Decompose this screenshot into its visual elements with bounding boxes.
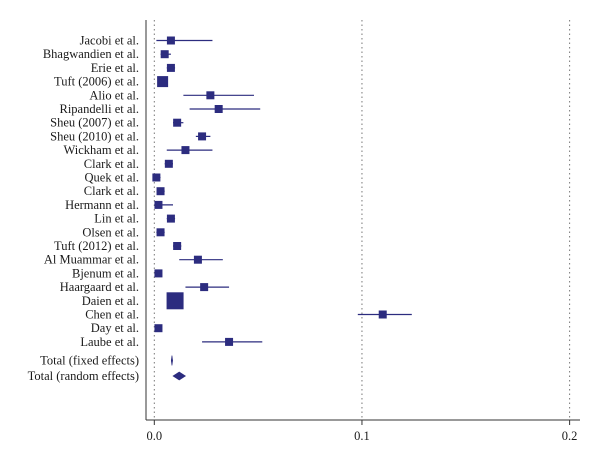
study-label: Hermann et al.	[65, 198, 139, 212]
effect-square	[166, 292, 184, 310]
study-label: Daien et al.	[82, 294, 139, 308]
effect-square	[214, 105, 223, 113]
study-label: Jacobi et al.	[80, 34, 139, 48]
x-tick-label: 0.1	[354, 429, 370, 443]
x-tick-label: 0.0	[146, 429, 162, 443]
effect-square	[193, 255, 202, 264]
study-label: Chen et al.	[85, 308, 139, 322]
effect-square	[152, 173, 161, 182]
study-label: Clark et al.	[84, 184, 139, 198]
effect-square	[378, 310, 387, 319]
effect-square	[166, 214, 175, 223]
pooled-diamond	[170, 355, 173, 366]
study-label: Sheu (2007) et al.	[50, 116, 139, 130]
study-label: Quek et al.	[85, 171, 140, 185]
study-label: Tuft (2006) et al.	[54, 75, 139, 89]
effect-square	[181, 146, 190, 155]
study-label: Ripandelli et al.	[60, 102, 140, 116]
total-label: Total (fixed effects)	[40, 354, 139, 368]
effect-square	[198, 132, 207, 141]
effect-square	[154, 269, 163, 278]
effect-markers	[152, 36, 387, 381]
effect-square	[156, 228, 165, 237]
confidence-intervals	[154, 39, 412, 343]
x-tick-label: 0.2	[562, 429, 578, 443]
study-label: Lin et al.	[94, 212, 139, 226]
grid-lines	[153, 20, 571, 420]
study-label: Day et al.	[91, 321, 139, 335]
study-label: Tuft (2012) et al.	[54, 239, 139, 253]
effect-square	[157, 76, 169, 88]
effect-square	[173, 118, 182, 127]
total-label: Total (random effects)	[28, 369, 139, 383]
effect-square	[154, 324, 163, 333]
effect-square	[166, 36, 175, 45]
study-label: Bjenum et al.	[72, 266, 139, 280]
study-label: Al Muammar et al.	[44, 253, 139, 267]
effect-square	[160, 50, 169, 59]
effect-square	[164, 159, 173, 168]
effect-square	[156, 187, 165, 196]
study-label: Clark et al.	[84, 157, 139, 171]
effect-square	[154, 200, 163, 209]
study-label: Alio et al.	[89, 88, 139, 102]
effect-square	[225, 337, 234, 346]
study-label: Haargaard et al.	[60, 280, 139, 294]
study-labels: Jacobi et al.Bhagwandien et al.Erie et a…	[28, 34, 139, 384]
effect-square	[200, 283, 209, 292]
study-label: Wickham et al.	[63, 143, 139, 157]
study-label: Sheu (2010) et al.	[50, 129, 139, 143]
study-label: Laube et al.	[80, 335, 139, 349]
x-axis: 0.0 0.1 0.2	[145, 20, 580, 443]
effect-square	[173, 242, 182, 250]
study-label: Erie et al.	[91, 61, 139, 75]
effect-square	[206, 91, 215, 100]
effect-square	[166, 63, 175, 72]
pooled-diamond	[172, 371, 187, 381]
study-label: Bhagwandien et al.	[43, 47, 139, 61]
study-label: Olsen et al.	[82, 225, 139, 239]
